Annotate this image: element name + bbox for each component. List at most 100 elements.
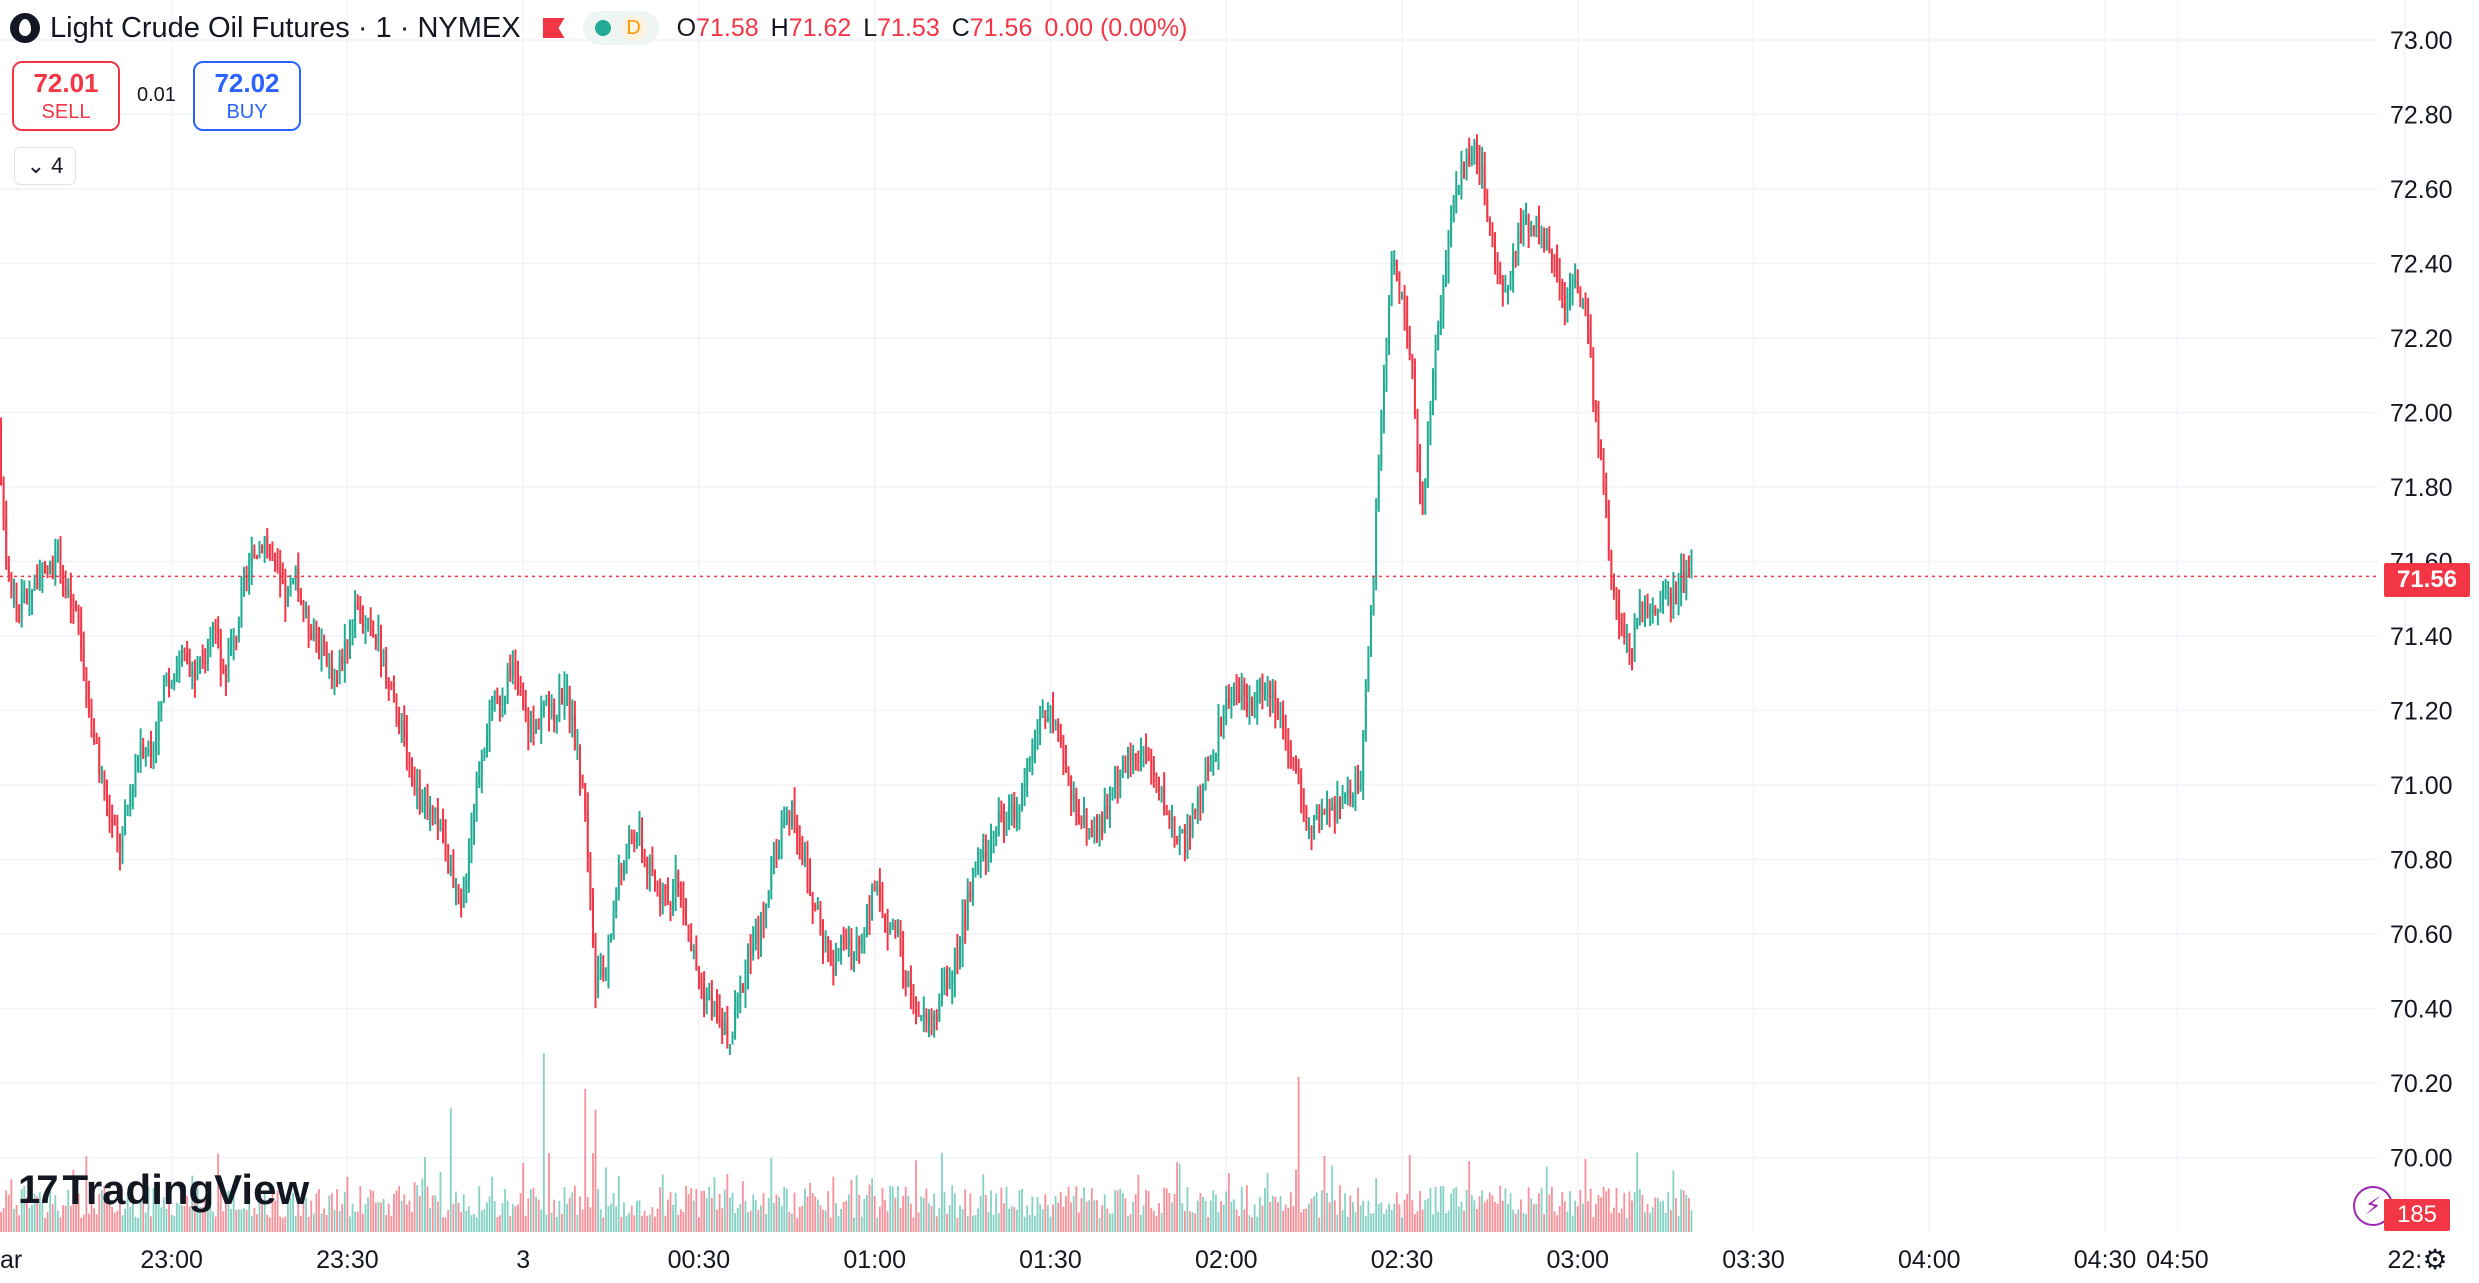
candle-body — [1434, 350, 1437, 387]
candle-body — [984, 852, 987, 858]
candle-body — [977, 864, 979, 870]
volume-bar — [480, 1210, 483, 1232]
volume-bar — [744, 1200, 747, 1232]
volume-bar — [930, 1205, 933, 1232]
volume-bar — [230, 1208, 232, 1232]
candle-body — [67, 589, 70, 592]
volume-bar — [1034, 1215, 1036, 1232]
volume-bar — [245, 1209, 248, 1232]
market-status-pill[interactable]: D — [582, 11, 659, 45]
volume-bar — [318, 1189, 320, 1232]
volume-bar — [1654, 1197, 1657, 1232]
candle-body — [1142, 749, 1145, 751]
close-label: C — [951, 13, 970, 42]
x-tick-label: 22: — [2387, 1246, 2422, 1274]
y-tick-label: 73.00 — [2390, 27, 2453, 55]
candle-body — [460, 900, 463, 907]
volume-bar — [447, 1209, 450, 1232]
candle-body — [1344, 793, 1347, 800]
volume-bar — [82, 1214, 85, 1232]
candle-body — [354, 603, 357, 630]
candle-body — [506, 670, 509, 699]
volume-bar — [1388, 1203, 1390, 1232]
candle-body — [1406, 314, 1409, 333]
candle-body — [785, 812, 788, 822]
candle-body — [1613, 574, 1615, 590]
volume-bar — [1556, 1215, 1558, 1232]
volume-bar — [38, 1192, 41, 1232]
flag-icon[interactable] — [542, 18, 565, 38]
volume-bar — [411, 1211, 413, 1232]
volume-bar — [1067, 1186, 1070, 1232]
volume-bar — [1349, 1195, 1352, 1232]
volume-bar — [592, 1153, 594, 1232]
candle-body — [995, 833, 998, 838]
collapse-indicators-button[interactable]: ⌄ 4 — [14, 147, 76, 185]
gear-icon[interactable]: ⚙ — [2422, 1243, 2448, 1275]
volume-bar — [175, 1202, 178, 1232]
volume-bar — [299, 1215, 302, 1232]
candle-body — [1279, 713, 1282, 715]
volume-bar — [1171, 1202, 1173, 1232]
candle-body — [1382, 382, 1385, 417]
candle-body — [664, 884, 667, 894]
volume-bar — [1111, 1213, 1114, 1232]
candle-body — [219, 633, 222, 669]
candle-body — [1026, 761, 1029, 785]
volume-bar — [1403, 1199, 1406, 1232]
volume-bar — [1463, 1210, 1465, 1232]
volume-bar — [891, 1186, 894, 1232]
candle-body — [1351, 797, 1354, 800]
candle-body — [160, 701, 163, 711]
candle-body — [421, 804, 424, 809]
volume-bar — [669, 1191, 672, 1232]
candle-body — [142, 745, 145, 758]
volume-bar — [253, 1207, 256, 1232]
volume-bar — [1610, 1212, 1613, 1232]
volume-bar — [527, 1198, 530, 1232]
candle-body — [1377, 465, 1380, 510]
candle-body — [1121, 762, 1124, 771]
volume-bar — [1181, 1203, 1184, 1232]
volume-bar — [1150, 1207, 1153, 1232]
volume-bar — [1401, 1217, 1403, 1232]
candle-body — [129, 793, 132, 807]
volume-bar — [1214, 1194, 1217, 1232]
volume-bar — [405, 1204, 408, 1232]
candle-body — [418, 786, 421, 809]
candle-body — [1238, 690, 1241, 702]
symbol-title[interactable]: Light Crude Oil Futures · 1 · NYMEX — [50, 11, 521, 44]
volume-bar — [108, 1203, 111, 1232]
candle-body — [1494, 244, 1496, 266]
volume-bar — [41, 1201, 44, 1232]
volume-bar — [1460, 1201, 1463, 1232]
candle-body — [1282, 713, 1284, 730]
volume-bar — [263, 1192, 266, 1232]
candle-body — [372, 623, 375, 637]
candle-body — [222, 668, 225, 673]
x-tick-label: 01:00 — [843, 1246, 906, 1274]
candle-body — [1561, 282, 1564, 296]
candle-body — [390, 688, 393, 690]
volume-bar — [1302, 1209, 1305, 1232]
volume-bar — [734, 1212, 737, 1232]
candle-body — [698, 968, 700, 983]
candle-body — [1062, 744, 1065, 764]
volume-bar — [356, 1211, 359, 1232]
volume-bar — [88, 1213, 90, 1232]
volume-bar — [1659, 1201, 1662, 1232]
candle-body — [398, 719, 400, 729]
volume-bar — [150, 1216, 152, 1232]
volume-bar — [1147, 1191, 1150, 1232]
buy-button[interactable]: 72.02 BUY — [193, 61, 301, 131]
volume-bar — [532, 1187, 535, 1232]
candle-body — [860, 937, 863, 947]
candle-body — [798, 838, 801, 847]
volume-bar — [1103, 1194, 1106, 1232]
candle-body — [1486, 200, 1489, 219]
candle-body — [946, 981, 948, 988]
candle-body — [436, 807, 439, 831]
volume-bar — [418, 1195, 421, 1232]
sell-button[interactable]: 72.01 SELL — [12, 61, 120, 131]
